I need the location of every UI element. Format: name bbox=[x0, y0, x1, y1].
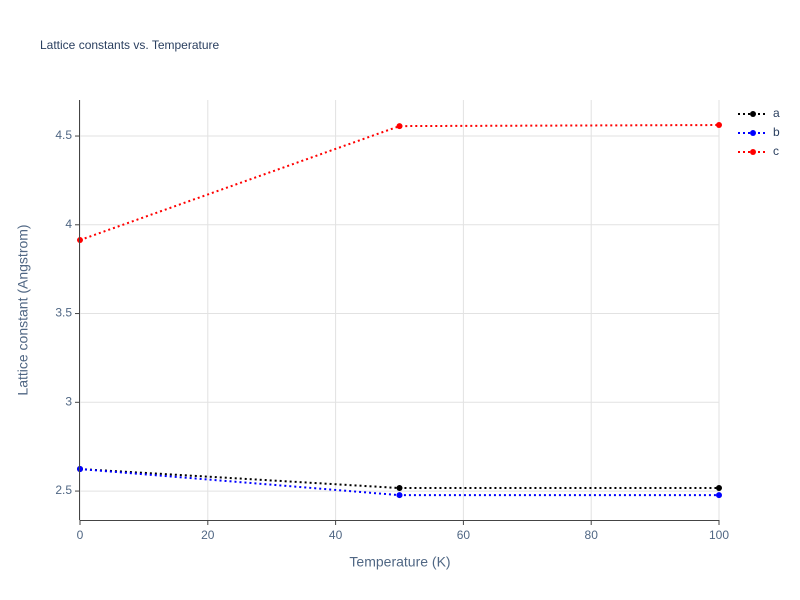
data-point bbox=[396, 485, 403, 492]
y-tick-label: 4.5 bbox=[55, 128, 72, 142]
x-tick-label: 20 bbox=[201, 528, 215, 542]
chart-title: Lattice constants vs. Temperature bbox=[40, 38, 220, 52]
plot-area bbox=[77, 122, 722, 499]
grid bbox=[75, 100, 720, 525]
x-tick-label: 80 bbox=[585, 528, 599, 542]
x-tick-label: 0 bbox=[77, 528, 84, 542]
legend: abc bbox=[738, 106, 780, 158]
data-point bbox=[396, 123, 403, 130]
legend-label: a bbox=[773, 106, 780, 120]
data-point bbox=[716, 122, 722, 129]
series-line bbox=[79, 124, 720, 242]
legend-marker bbox=[750, 149, 756, 155]
x-tick-label: 40 bbox=[329, 528, 343, 542]
y-tick-label: 3.5 bbox=[55, 306, 72, 320]
y-tick-label: 3 bbox=[65, 394, 72, 408]
x-tick-label: 100 bbox=[709, 528, 729, 542]
data-point bbox=[716, 485, 722, 492]
legend-label: b bbox=[773, 125, 780, 139]
y-tick-label: 4 bbox=[65, 217, 72, 231]
data-point bbox=[396, 492, 403, 499]
y-tick-label: 2.5 bbox=[55, 483, 72, 497]
y-axis-title: Lattice constant (Angstrom) bbox=[15, 224, 31, 395]
x-axis-title: Temperature (K) bbox=[349, 554, 450, 570]
legend-label: c bbox=[773, 144, 779, 158]
legend-marker bbox=[750, 130, 756, 136]
data-point bbox=[716, 492, 722, 499]
x-tick-label: 60 bbox=[457, 528, 471, 542]
legend-marker bbox=[750, 111, 756, 117]
